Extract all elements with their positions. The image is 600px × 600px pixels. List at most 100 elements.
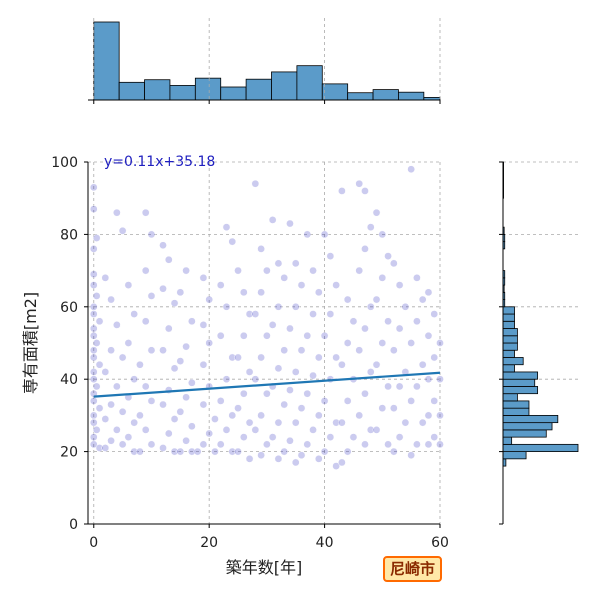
scatter-point [384,252,392,260]
scatter-point [372,208,381,217]
scatter-point [280,447,289,456]
scatter-point [118,440,127,449]
scatter-point [343,295,352,304]
scatter-point [338,360,346,369]
scatter-point [430,433,439,441]
scatter-point [170,415,179,423]
scatter-point [361,440,369,449]
scatter-point [222,223,231,232]
scatter-point [89,281,98,289]
scatter-point [92,339,101,347]
scatter-point [113,426,121,434]
scatter-point [239,288,248,297]
scatter-point [384,440,392,449]
scatter-point [89,205,98,213]
scatter-point [92,234,101,242]
scatter-point [118,407,127,416]
scatter-point [430,353,439,362]
scatter-point [309,426,317,434]
scatter-point [147,397,156,405]
scatter-point [130,447,139,456]
scatter-point [147,440,156,449]
scatter-point [366,302,375,311]
scatter-point [413,440,421,449]
scatter-point [101,415,110,423]
scatter-point [418,360,427,369]
right-hist-bar [502,364,515,373]
right-hist-bar [502,342,518,351]
scatter-point [89,270,98,279]
scatter-point [251,375,260,384]
scatter-point [349,317,358,326]
scatter-point [257,451,265,460]
scatter-point [107,346,115,355]
scatter-point [314,454,323,463]
y-axis-title: 専有面積[m2] [21,292,40,394]
scatter-point [355,411,364,420]
scatter-point [320,331,329,340]
scatter-point [338,187,346,195]
scatter-point [211,447,219,456]
scatter-point [159,400,167,409]
scatter-point [320,397,329,405]
scatter-point [147,230,156,239]
scatter-point [314,411,323,420]
scatter-point [176,407,185,416]
scatter-point [113,321,121,329]
scatter-point [159,241,167,250]
scatter-point [199,400,208,409]
right-hist-bar [502,422,553,431]
scatter-point [280,273,289,282]
scatter-point [113,208,121,217]
scatter-point [170,299,179,308]
scatter-point [188,447,196,456]
scatter-point [257,353,265,362]
scatter-point [286,219,294,228]
scatter-point [407,339,415,347]
city-badge: 尼崎市 [383,556,443,582]
scatter-point [436,339,444,347]
scatter-point [216,397,225,405]
scatter-point [234,447,242,456]
scatter-point [280,400,289,409]
scatter-point [245,454,254,463]
scatter-point [430,397,439,405]
scatter-point [332,462,340,470]
scatter-point [130,418,139,427]
scatter-point [401,418,410,427]
scatter-point [332,281,340,289]
scatter-point [130,375,139,384]
scatter-point [118,353,127,362]
scatter-point [199,273,208,282]
scatter-point [326,252,335,260]
scatter-point [245,310,254,318]
scatter-point [343,339,352,347]
top-hist-bar [321,83,349,101]
scatter-point [199,360,208,369]
y-tick-label: 60 [60,300,78,316]
scatter-point [89,418,98,427]
scatter-point [361,187,369,195]
scatter-point [141,426,150,434]
scatter-point [95,317,104,326]
scatter-point [395,382,404,391]
right-hist-bar [502,451,527,460]
scatter-point [89,368,98,376]
y-tick-label: 40 [60,372,78,388]
scatter-point [205,295,214,304]
y-tick-label: 0 [69,517,78,533]
x-tick-label: 0 [89,535,98,551]
scatter-point [424,331,433,340]
scatter-point [355,179,364,188]
scatter-point [136,360,144,369]
scatter-point [280,346,289,355]
scatter-point [343,397,352,405]
scatter-point [418,418,427,427]
top-hist-bar [144,79,171,101]
scatter-point [326,433,335,441]
scatter-point [338,418,346,427]
scatter-point [268,433,277,441]
scatter-point [320,447,329,456]
scatter-point [205,429,214,438]
